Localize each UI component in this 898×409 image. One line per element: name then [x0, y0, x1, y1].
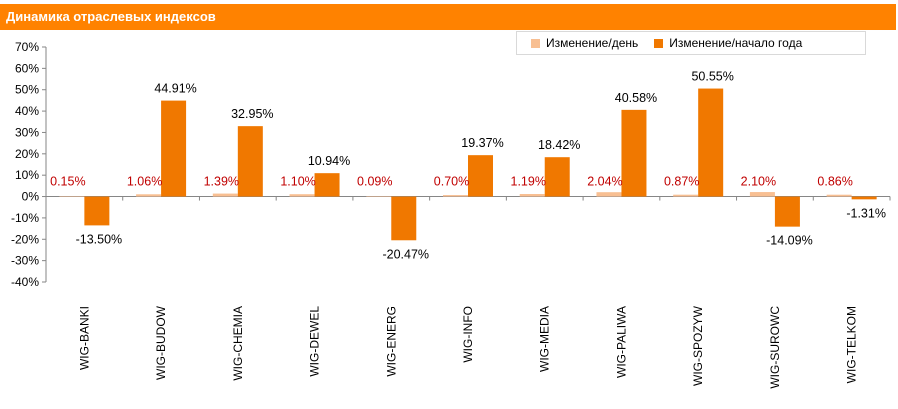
legend-swatch-daily — [531, 38, 540, 48]
bar-daily — [212, 193, 238, 197]
data-label-ytd: 19.37% — [461, 136, 503, 150]
x-category-label: WIG-DEWEL — [308, 306, 322, 377]
bar-ytd — [391, 196, 417, 241]
data-label-daily: 0.15% — [50, 175, 85, 189]
legend-label-daily: Изменение/день — [546, 36, 639, 50]
chart-title-bar: Динамика отраслевых индексов — [0, 4, 896, 30]
data-label-ytd: -13.50% — [76, 232, 123, 246]
x-category-label: WIG-MEDIA — [538, 306, 552, 372]
legend-swatch-ytd — [654, 38, 664, 48]
y-tick-label: 60% — [15, 61, 39, 75]
bar-daily — [289, 194, 315, 197]
x-category-label: WIG-PALIWA — [614, 306, 628, 378]
x-category-label: WIG-TELKOM — [845, 306, 859, 383]
y-tick-label: 10% — [15, 168, 39, 182]
bar-ytd — [774, 196, 800, 227]
data-label-daily: 2.04% — [587, 175, 622, 189]
data-label-daily: 1.10% — [280, 175, 315, 189]
data-label-daily: 1.06% — [127, 175, 162, 189]
y-tick-label: 30% — [15, 125, 39, 139]
x-category-label: WIG-BUDOW — [154, 305, 168, 380]
chart-legend: Изменение/день Изменение/начало года — [516, 31, 866, 55]
y-tick-label: -20% — [11, 232, 39, 246]
bar-daily — [519, 194, 545, 197]
y-tick-label: -10% — [11, 211, 39, 225]
x-category-label: WIG-SUROWC — [768, 306, 782, 389]
data-label-ytd: -1.31% — [846, 206, 886, 220]
bar-ytd — [698, 88, 724, 197]
y-tick-label: 50% — [15, 83, 39, 97]
data-label-daily: 0.87% — [664, 175, 699, 189]
data-label-daily: 1.19% — [511, 175, 546, 189]
data-label-ytd: 50.55% — [691, 70, 733, 84]
bar-ytd — [161, 100, 187, 197]
bar-ytd — [621, 109, 647, 197]
y-tick-label: 70% — [15, 40, 39, 54]
legend-label-ytd: Изменение/начало года — [669, 36, 803, 50]
bar-daily — [826, 194, 852, 197]
legend-item-daily: Изменение/день — [531, 36, 638, 50]
bar-ytd — [544, 157, 570, 197]
y-tick-label: 20% — [15, 147, 39, 161]
data-label-ytd: 10.94% — [308, 154, 350, 168]
data-label-ytd: 40.58% — [615, 91, 657, 105]
data-label-ytd: -20.47% — [382, 247, 429, 261]
data-label-daily: 2.10% — [741, 175, 776, 189]
x-category-label: WIG-CHEMIA — [231, 306, 245, 381]
data-label-ytd: 44.91% — [154, 82, 196, 96]
x-category-label: WIG-ENERG — [384, 306, 398, 377]
legend-item-ytd: Изменение/начало года — [654, 36, 802, 50]
y-tick-label: -30% — [11, 254, 39, 268]
bar-daily — [59, 196, 85, 197]
data-label-daily: 0.70% — [434, 175, 469, 189]
data-label-daily: 0.86% — [817, 175, 852, 189]
y-tick-label: 0% — [22, 190, 40, 204]
data-label-ytd: 18.42% — [538, 138, 580, 152]
bar-ytd — [314, 173, 340, 197]
data-label-ytd: 32.95% — [231, 107, 273, 121]
bar-ytd — [237, 126, 263, 197]
data-label-daily: 1.39% — [204, 175, 239, 189]
bar-ytd — [84, 196, 110, 226]
chart-title: Динамика отраслевых индексов — [6, 9, 216, 24]
y-tick-label: -40% — [11, 275, 39, 289]
bar-ytd — [468, 155, 493, 197]
y-tick-label: 40% — [15, 104, 39, 118]
x-category-label: WIG-INFO — [461, 306, 475, 363]
x-category-label: WIG-BANKI — [77, 306, 91, 370]
data-label-ytd: -14.09% — [766, 234, 813, 248]
bar-daily — [443, 195, 468, 197]
bar-daily — [749, 192, 775, 197]
bar-ytd — [851, 196, 877, 200]
bar-daily — [366, 196, 392, 197]
data-label-daily: 0.09% — [357, 175, 392, 189]
bar-daily — [136, 194, 162, 197]
bar-daily — [596, 192, 622, 197]
x-category-label: WIG-SPOZYW — [691, 305, 705, 386]
bar-daily — [673, 194, 699, 197]
